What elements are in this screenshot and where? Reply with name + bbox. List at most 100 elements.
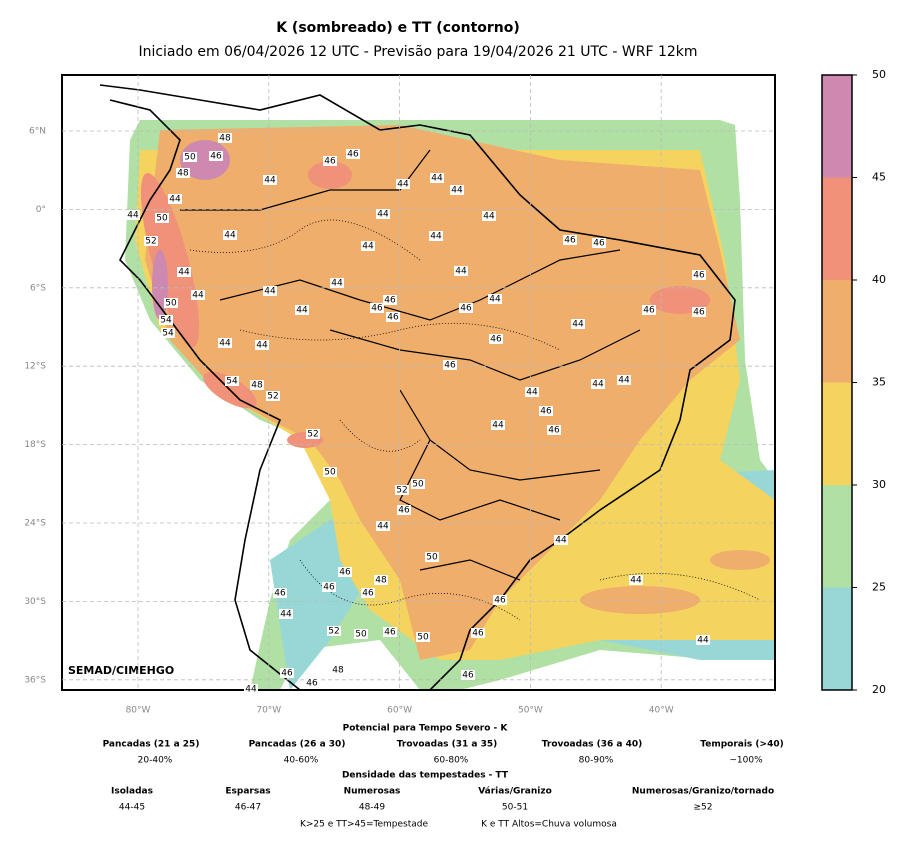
contour-label: 46 xyxy=(323,583,335,593)
lat-label: 36°S xyxy=(24,675,46,685)
contour-label: 44 xyxy=(256,341,268,351)
legend-range: ~100% xyxy=(729,756,763,766)
colorbar-label: 25 xyxy=(872,581,886,594)
contour-label-box xyxy=(218,133,232,143)
contour-label: 44 xyxy=(555,536,567,546)
contour-label-box xyxy=(692,307,706,317)
contour-label: 46 xyxy=(444,361,456,371)
credit: SEMAD/CIMEHGO xyxy=(68,664,174,677)
colorbar-label: 30 xyxy=(872,478,886,491)
contour-label-box xyxy=(539,406,553,416)
contour-label: 52 xyxy=(267,392,278,402)
contour-label-box xyxy=(459,303,473,313)
contour-label: 46 xyxy=(384,296,396,306)
contour-label: 46 xyxy=(347,150,359,160)
lat-label: 30°S xyxy=(24,597,46,607)
contour-label-box xyxy=(323,467,337,477)
contour-label: 44 xyxy=(489,295,501,305)
contour-label-box xyxy=(493,595,507,605)
contour-label-box xyxy=(383,627,397,637)
colorbar-segment xyxy=(822,280,852,383)
legend-range: 46-47 xyxy=(235,803,261,813)
contour-label: 44 xyxy=(192,291,204,301)
colorbar-label: 35 xyxy=(872,376,886,389)
contour-label: 46 xyxy=(462,671,474,681)
contour-label: 52 xyxy=(307,430,318,440)
colorbar-segment xyxy=(822,382,852,485)
contour-label: 52 xyxy=(145,237,156,247)
contour-label: 44 xyxy=(245,685,257,695)
lon-label: 70°W xyxy=(256,706,281,716)
contour-label-box xyxy=(209,151,223,161)
legend-title: Potencial para Tempo Severo - K xyxy=(343,724,509,734)
contour-label: 44 xyxy=(377,210,389,220)
colorbar-segment xyxy=(822,587,852,690)
contour-label-box xyxy=(642,305,656,315)
contour-label: 44 xyxy=(264,176,276,186)
contour-label-box xyxy=(376,209,390,219)
contour-label-box xyxy=(159,315,173,325)
colorbar-segment xyxy=(822,75,852,178)
legend-range: 44-45 xyxy=(119,803,145,813)
contour-label: 46 xyxy=(274,589,286,599)
contour-label: 44 xyxy=(397,180,409,190)
contour-label: 46 xyxy=(371,304,383,314)
contour-label: 44 xyxy=(280,610,292,620)
contour-label-box xyxy=(571,319,585,329)
contour-label: 48 xyxy=(251,381,263,391)
contour-label-box xyxy=(250,380,264,390)
contour-label-box xyxy=(374,575,388,585)
contour-label: 44 xyxy=(618,376,630,386)
contour-label: 48 xyxy=(332,666,344,676)
contour-label-box xyxy=(176,168,190,178)
contour-label-box xyxy=(346,149,360,159)
contour-label: 48 xyxy=(375,576,387,586)
contour-label-box xyxy=(416,632,430,642)
contour-label-box xyxy=(155,213,169,223)
contour-label: 44 xyxy=(362,242,374,252)
contour-label: 46 xyxy=(324,157,336,167)
contour-label-box xyxy=(563,235,577,245)
contour-label-box xyxy=(488,294,502,304)
contour-label: 46 xyxy=(281,669,293,679)
contour-label: 50 xyxy=(355,630,367,640)
contour-label-box xyxy=(491,420,505,430)
lat-label: 6°N xyxy=(29,127,46,137)
contour-label: 44 xyxy=(178,268,190,278)
contour-label: 44 xyxy=(592,380,604,390)
legend-range: 48-49 xyxy=(359,803,385,813)
legend-note: K>25 e TT>45=Tempestade xyxy=(300,820,428,830)
legend-class: Isoladas xyxy=(111,787,153,797)
contour-label-box xyxy=(223,230,237,240)
map-frame xyxy=(61,74,776,691)
contour-label-box xyxy=(482,211,496,221)
contour-label: 46 xyxy=(494,596,506,606)
contour-label: 46 xyxy=(362,589,374,599)
contour-label: 54 xyxy=(160,316,172,326)
contour-label: 44 xyxy=(697,636,709,646)
contour-label: 50 xyxy=(165,299,177,309)
legend-class: Numerosas xyxy=(344,787,401,797)
contour-label: 46 xyxy=(398,506,410,516)
contour-label-box xyxy=(450,185,464,195)
contour-label: 48 xyxy=(177,169,189,179)
lat-label: 18°S xyxy=(24,440,46,450)
contour-label-box xyxy=(225,376,239,386)
contour-label-box xyxy=(411,479,425,489)
legend-range: 60-80% xyxy=(434,756,469,766)
contour-label-box xyxy=(425,552,439,562)
lon-label: 60°W xyxy=(387,706,412,716)
contour-label-box xyxy=(629,575,643,585)
legend-range: 20-40% xyxy=(138,756,173,766)
contour-label-box xyxy=(396,179,410,189)
contour-label-box xyxy=(361,241,375,251)
contour-label: 44 xyxy=(430,232,442,242)
contour-label-box xyxy=(430,173,444,183)
legend-class: Temporais (>40) xyxy=(700,740,783,750)
legend-range: ≥52 xyxy=(694,803,713,813)
contour-label: 46 xyxy=(490,335,502,345)
contour-label: 52 xyxy=(396,486,407,496)
contour-label-box xyxy=(338,567,352,577)
contour-label: 52 xyxy=(328,627,339,637)
